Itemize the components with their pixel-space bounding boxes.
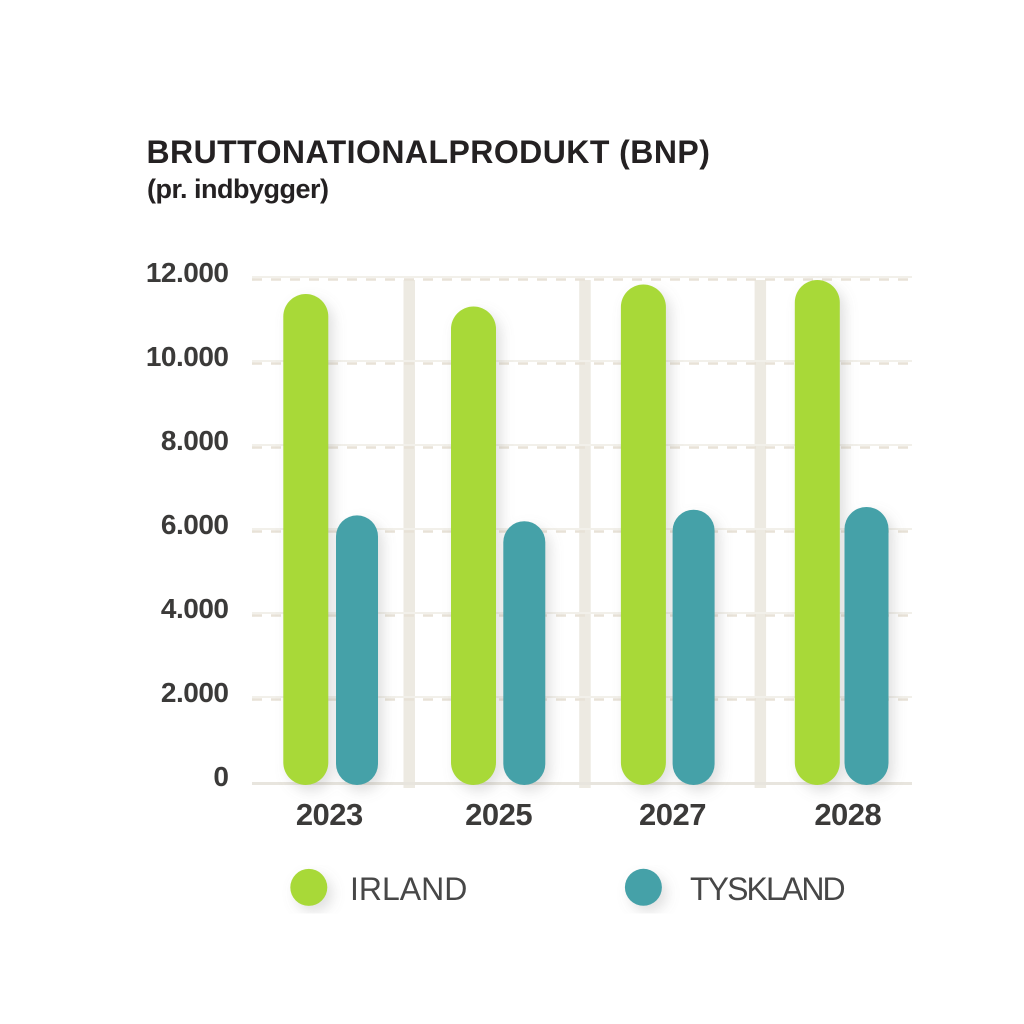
svg-text:TYSKLAND: TYSKLAND bbox=[690, 871, 845, 907]
svg-text:2023: 2023 bbox=[296, 797, 363, 832]
svg-text:2027: 2027 bbox=[639, 797, 706, 832]
svg-text:2.000: 2.000 bbox=[161, 677, 229, 708]
svg-text:12.000: 12.000 bbox=[146, 257, 229, 288]
svg-text:2025: 2025 bbox=[465, 797, 532, 832]
svg-text:0: 0 bbox=[213, 761, 228, 792]
svg-text:10.000: 10.000 bbox=[146, 341, 229, 372]
svg-text:2028: 2028 bbox=[814, 797, 881, 832]
svg-text:(pr. indbygger): (pr. indbygger) bbox=[147, 174, 329, 204]
svg-text:IRLAND: IRLAND bbox=[350, 871, 467, 907]
svg-text:6.000: 6.000 bbox=[161, 509, 229, 540]
svg-text:8.000: 8.000 bbox=[161, 425, 229, 456]
svg-text:4.000: 4.000 bbox=[161, 593, 229, 624]
svg-text:BRUTTONATIONALPRODUKT (BNP): BRUTTONATIONALPRODUKT (BNP) bbox=[147, 134, 711, 170]
